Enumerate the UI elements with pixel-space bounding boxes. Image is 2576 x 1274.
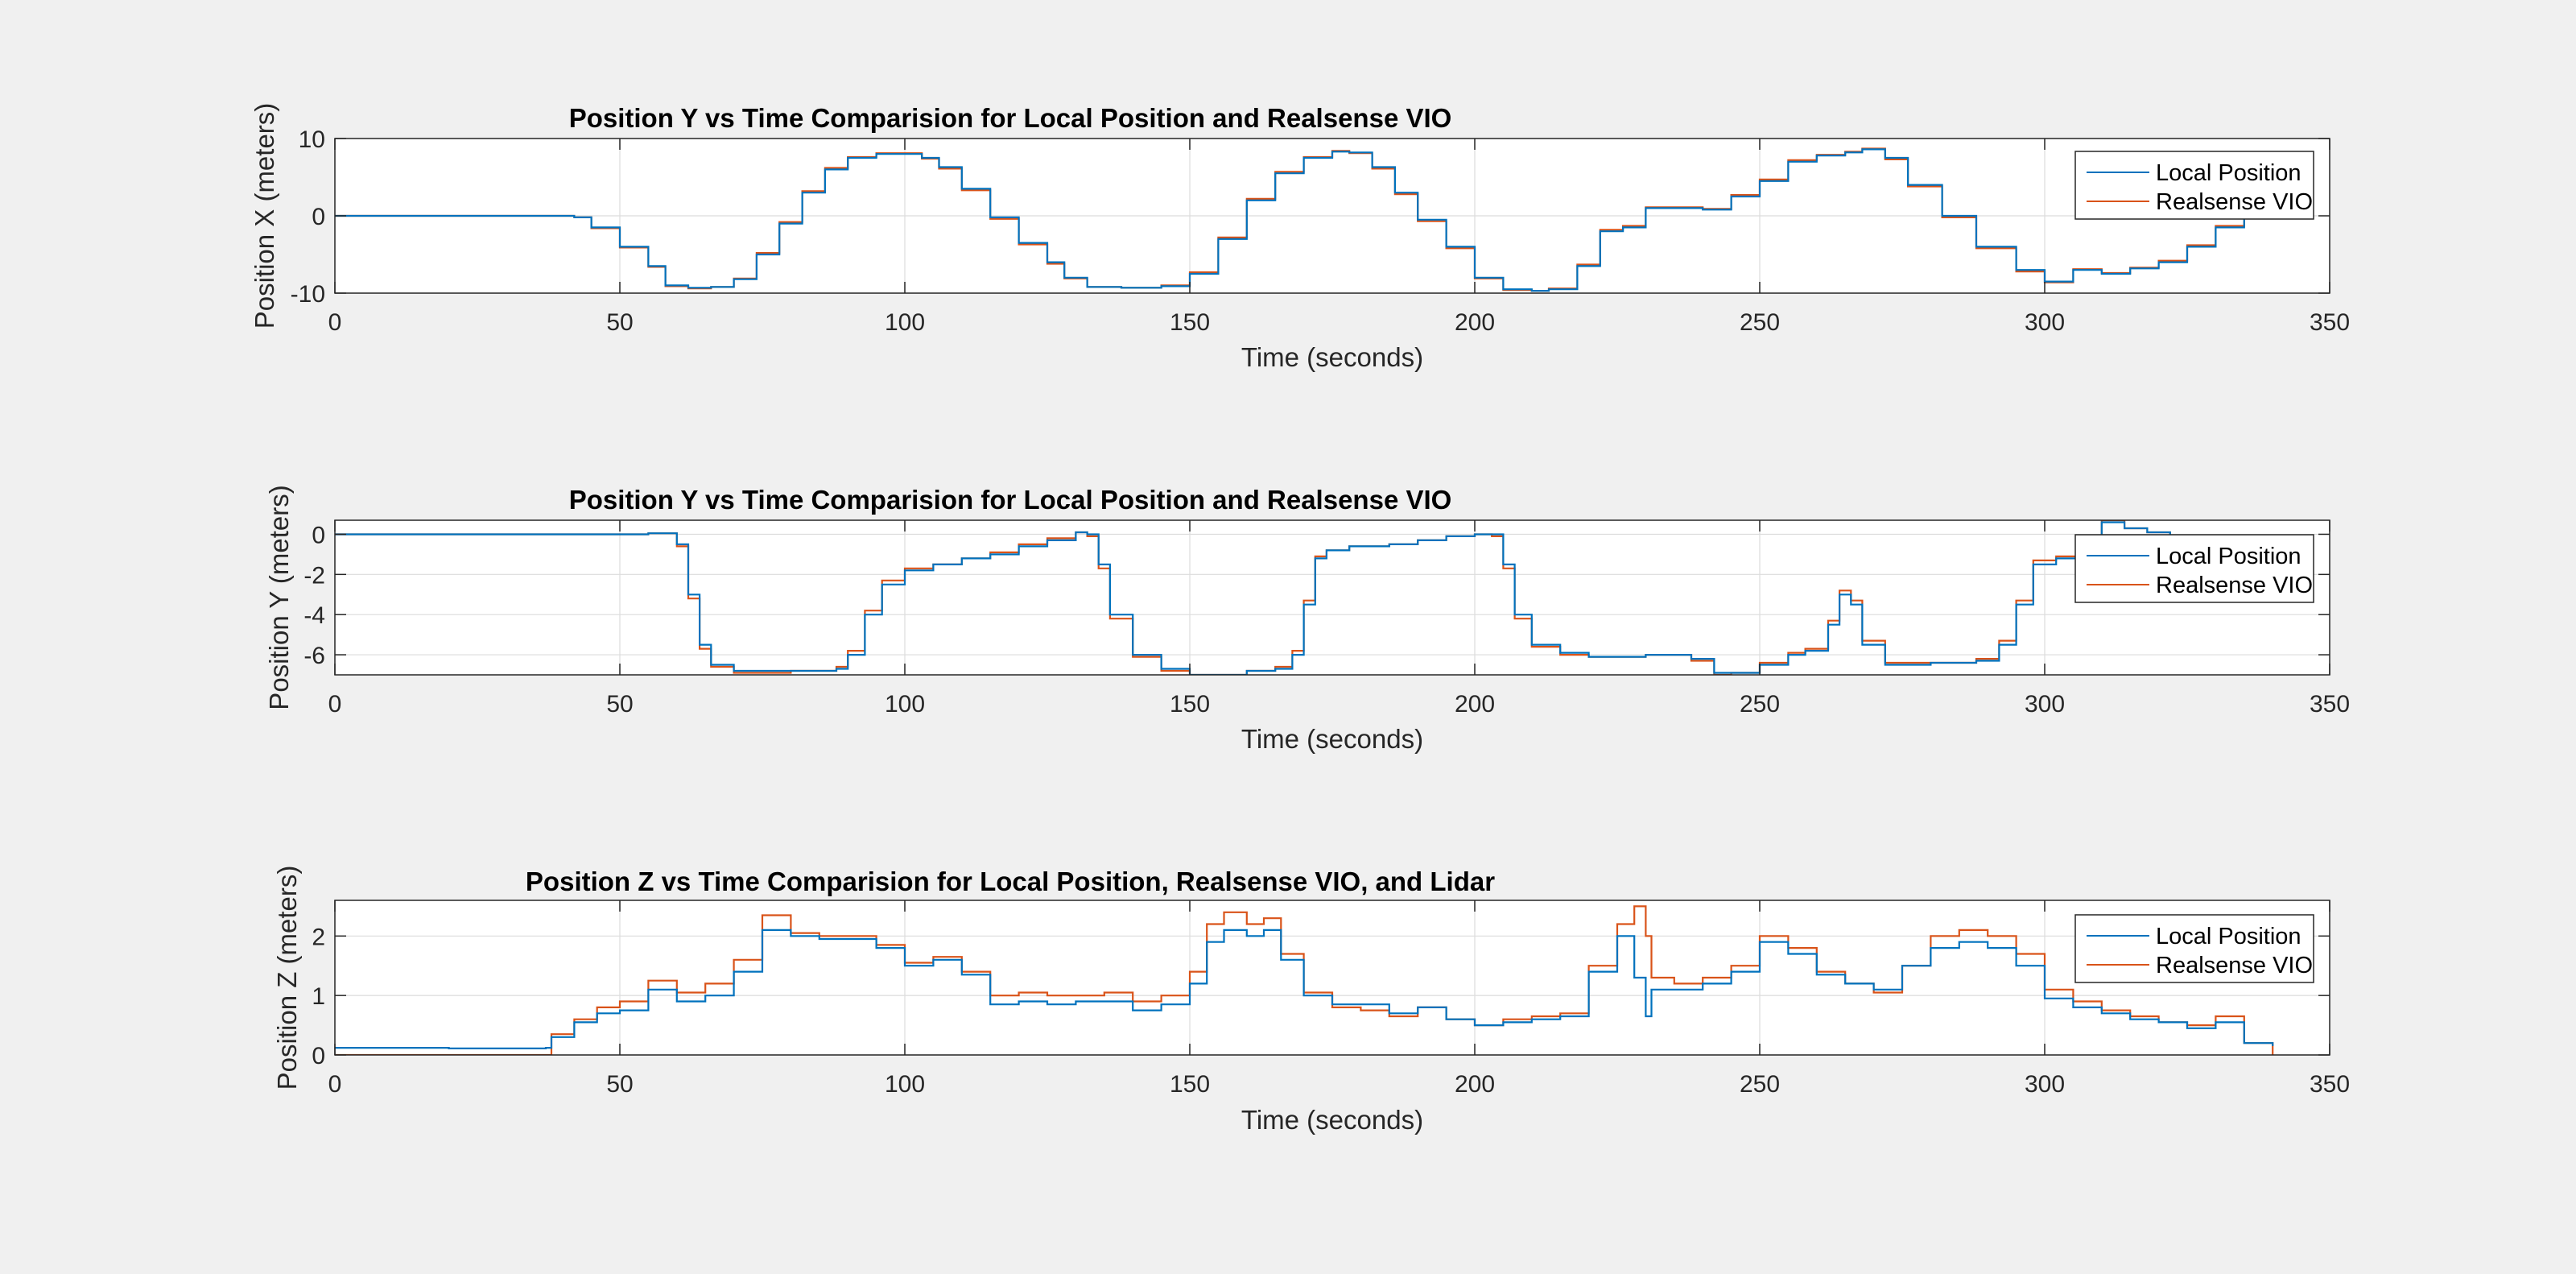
x-tick-label: 0 (328, 691, 342, 718)
y-tick-label: 0 (312, 522, 325, 548)
y-tick-label: 10 (299, 126, 325, 153)
subplot-position-y: 0 50 100 150 200 250 300 350 -6 -4 -2 0 Position Y… (264, 485, 2350, 754)
x-tick-label: 350 (2310, 309, 2350, 336)
grid (334, 520, 2330, 675)
x-tick-label: 100 (885, 309, 925, 336)
x-tick-label: 0 (328, 1071, 342, 1098)
legend-box (2074, 151, 2314, 220)
subplot-title: Position Y vs Time Comparision for Local… (569, 485, 1452, 515)
y-tick-label: 2 (312, 924, 325, 950)
y-axis-label: Position Y (meters) (264, 485, 294, 709)
y-tick-label: -10 (291, 281, 325, 308)
x-tick-label: 200 (1455, 1071, 1495, 1098)
series-line-local-position (335, 929, 2274, 1049)
x-tick-label: 300 (2025, 1071, 2065, 1098)
legend: Local Position Realsense VIO (2074, 914, 2314, 983)
x-axis-label: Time (seconds) (1241, 1105, 1423, 1135)
x-axis-label: Time (seconds) (1241, 342, 1423, 372)
legend-entry-realsense-vio: Realsense VIO (2156, 189, 2313, 215)
legend-entry-realsense-vio: Realsense VIO (2156, 573, 2313, 598)
x-tick-label: 0 (328, 309, 342, 336)
y-tick-label: -2 (303, 562, 325, 589)
axes-frame (334, 900, 2330, 1056)
y-tick-labels: -6 -4 -2 0 (303, 522, 325, 669)
y-tick-label: -6 (303, 643, 325, 669)
x-tick-label: 350 (2310, 1071, 2350, 1098)
x-tick-labels: 0 50 100 150 200 250 300 350 (328, 691, 2350, 718)
x-tick-labels: 0 50 100 150 200 250 300 350 (328, 309, 2350, 336)
x-tick-label: 200 (1455, 309, 1495, 336)
axes-background (335, 520, 2330, 675)
y-axis-label: Position X (meters) (250, 103, 279, 329)
axes-background (335, 900, 2330, 1055)
subplot-title: Position Z vs Time Comparision for Local… (526, 867, 1495, 896)
legend-box (2074, 914, 2314, 983)
x-axis-label: Time (seconds) (1241, 724, 1423, 754)
legend: Local Position Realsense VIO (2074, 151, 2314, 220)
legend-entry-local-position: Local Position (2156, 544, 2301, 569)
legend-entry-local-position: Local Position (2156, 924, 2301, 949)
x-tick-label: 150 (1170, 691, 1210, 718)
x-tick-label: 250 (1740, 691, 1780, 718)
series-lines (335, 147, 2274, 292)
series-line-local-position (335, 148, 2274, 292)
x-tick-label: 300 (2025, 309, 2065, 336)
y-tick-labels: 0 1 2 (312, 924, 325, 1069)
legend: Local Position Realsense VIO (2074, 534, 2314, 603)
subplot-title: Position Y vs Time Comparision for Local… (569, 103, 1452, 133)
y-tick-labels: -10 0 10 (291, 126, 325, 308)
y-tick-label: 0 (312, 1043, 325, 1069)
x-tick-label: 50 (606, 691, 633, 718)
y-tick-label: -4 (303, 602, 325, 629)
y-tick-label: 1 (312, 983, 325, 1010)
x-tick-label: 50 (606, 1071, 633, 1098)
x-tick-label: 150 (1170, 1071, 1210, 1098)
subplot-position-z: 0 50 100 150 200 250 300 350 0 1 2 Position Z vs … (272, 866, 2350, 1135)
x-tick-label: 250 (1740, 1071, 1780, 1098)
axes-frame (334, 519, 2330, 676)
legend-entry-realsense-vio: Realsense VIO (2156, 953, 2313, 978)
x-tick-label: 100 (885, 1071, 925, 1098)
x-tick-label: 300 (2025, 691, 2065, 718)
x-tick-label: 100 (885, 691, 925, 718)
x-tick-label: 200 (1455, 691, 1495, 718)
y-axis-label: Position Z (meters) (272, 866, 302, 1090)
x-tick-label: 250 (1740, 309, 1780, 336)
x-tick-label: 350 (2310, 691, 2350, 718)
series-lines (335, 905, 2274, 1055)
x-tick-label: 150 (1170, 309, 1210, 336)
series-line-local-position (335, 521, 2171, 675)
legend-entry-local-position: Local Position (2156, 160, 2301, 186)
x-tick-labels: 0 50 100 150 200 250 300 350 (328, 1071, 2350, 1098)
x-tick-label: 50 (606, 309, 633, 336)
legend-box (2074, 534, 2314, 603)
y-tick-label: 0 (312, 204, 325, 230)
series-lines (335, 520, 2171, 675)
